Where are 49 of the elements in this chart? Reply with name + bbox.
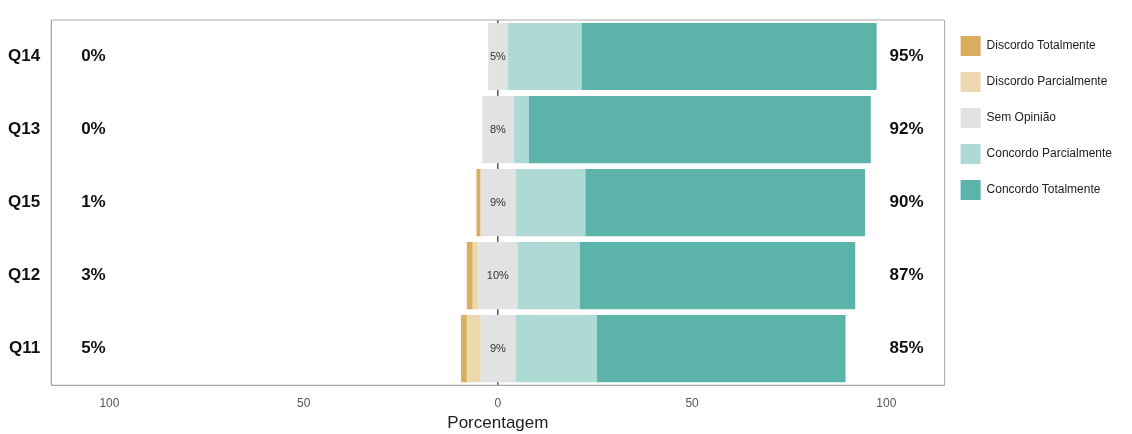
bar [480, 169, 516, 237]
data-label: 10% [486, 268, 510, 281]
legend-label: Concordo Parcialmente [986, 146, 1113, 161]
data-label: 8% [489, 122, 507, 135]
bar [515, 169, 586, 237]
y-tick-label: Q11 [8, 338, 41, 358]
bar [596, 315, 846, 383]
annotation: 95% [889, 46, 924, 66]
annotation: 92% [889, 119, 924, 139]
x-axis-title: Porcentagem [447, 413, 549, 433]
annotation: 90% [889, 192, 924, 212]
annotation: 5% [81, 338, 106, 358]
x-tick-label: 100 [876, 395, 897, 410]
x-tick-label: 0 [494, 395, 502, 410]
y-tick-label: Q15 [7, 192, 41, 212]
bar [466, 315, 481, 383]
bar [507, 22, 582, 91]
legend-label: Sem Opinião [986, 110, 1057, 125]
annotation: 1% [81, 192, 106, 212]
bar [488, 22, 508, 91]
bar [466, 242, 473, 310]
y-tick-label: Q13 [7, 119, 41, 139]
bar [515, 315, 597, 383]
bar [528, 95, 871, 164]
bar [482, 95, 514, 164]
annotation: 0% [81, 119, 106, 139]
bar [517, 242, 580, 310]
x-tick-label: 50 [296, 395, 311, 410]
data-label: 9% [489, 341, 507, 354]
data-label: 9% [489, 195, 507, 208]
data-label: 5% [489, 49, 507, 62]
bar [585, 169, 865, 237]
bar [513, 95, 529, 164]
bar [478, 242, 518, 310]
bar [581, 22, 877, 91]
annotation: 3% [81, 265, 106, 285]
annotation: 87% [889, 265, 924, 285]
y-tick-label: Q12 [7, 265, 41, 285]
y-tick-label: Q14 [7, 46, 41, 66]
bar [460, 315, 467, 383]
x-tick-label: 100 [99, 395, 120, 410]
bar [579, 242, 856, 310]
annotation: 85% [889, 338, 924, 358]
legend-label: Concordo Totalmente [986, 182, 1101, 197]
legend-label: Discordo Totalmente [986, 38, 1097, 53]
legend-label: Discordo Parcialmente [986, 74, 1108, 89]
annotation: 0% [81, 46, 106, 66]
x-tick-label: 50 [685, 395, 700, 410]
bar [480, 315, 516, 383]
